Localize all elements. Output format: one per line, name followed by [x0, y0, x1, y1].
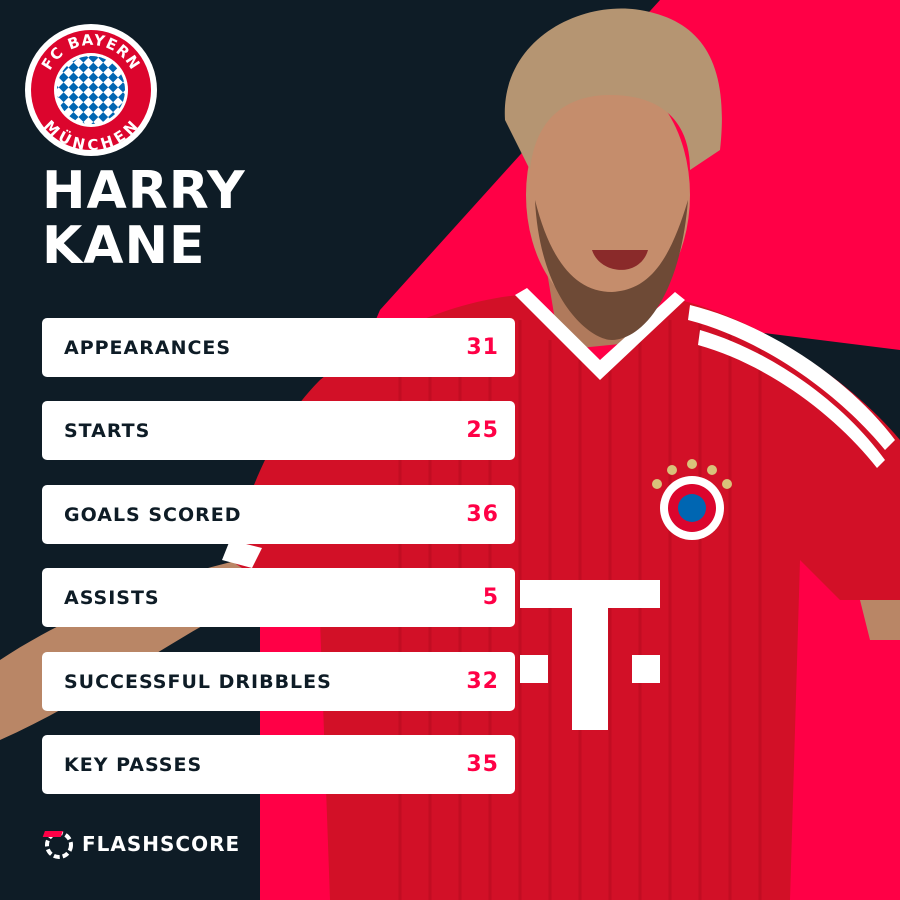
stat-value: 35: [466, 752, 499, 777]
stat-label: GOALS SCORED: [64, 503, 242, 526]
stat-label: KEY PASSES: [64, 753, 203, 776]
stat-label: ASSISTS: [64, 586, 160, 609]
stat-label: APPEARANCES: [64, 336, 232, 359]
player-face: [526, 75, 690, 315]
flashscore-wordmark: FLASHSCORE: [82, 832, 241, 856]
stat-value: 32: [466, 669, 499, 694]
fc-bayern-crest-icon: FC BAYERN MÜNCHEN: [25, 24, 157, 156]
flashscore-logo-icon: [42, 831, 73, 859]
shirt-collar: [515, 288, 685, 380]
player-mouth: [592, 250, 648, 270]
stat-value: 31: [466, 335, 499, 360]
player-name: HARRY KANE: [42, 165, 246, 275]
stat-row-key-passes: KEY PASSES 35: [42, 735, 515, 794]
stat-row-assists: ASSISTS 5: [42, 568, 515, 627]
stat-row-appearances: APPEARANCES 31: [42, 318, 515, 377]
stat-label: STARTS: [64, 419, 151, 442]
stat-value: 5: [482, 585, 499, 610]
player-first-name: HARRY: [42, 161, 246, 221]
stat-value: 25: [466, 418, 499, 443]
shirt-stars-icon: [652, 459, 732, 489]
shirt-sleeve-trim: [222, 540, 262, 568]
player-hair: [504, 8, 722, 171]
player-right-arm: [860, 590, 900, 640]
player-last-name: KANE: [42, 216, 206, 276]
stat-value: 36: [466, 502, 499, 527]
stat-label: SUCCESSFUL DRIBBLES: [64, 670, 332, 693]
stat-row-successful-dribbles: SUCCESSFUL DRIBBLES 32: [42, 652, 515, 711]
sponsor-logo-icon: [520, 580, 660, 730]
flashscore-brand: FLASHSCORE: [42, 828, 240, 860]
player-beard: [535, 200, 688, 340]
shirt-shoulder-stripes: [688, 305, 895, 468]
stat-row-goals-scored: GOALS SCORED 36: [42, 485, 515, 544]
stat-row-starts: STARTS 25: [42, 401, 515, 460]
